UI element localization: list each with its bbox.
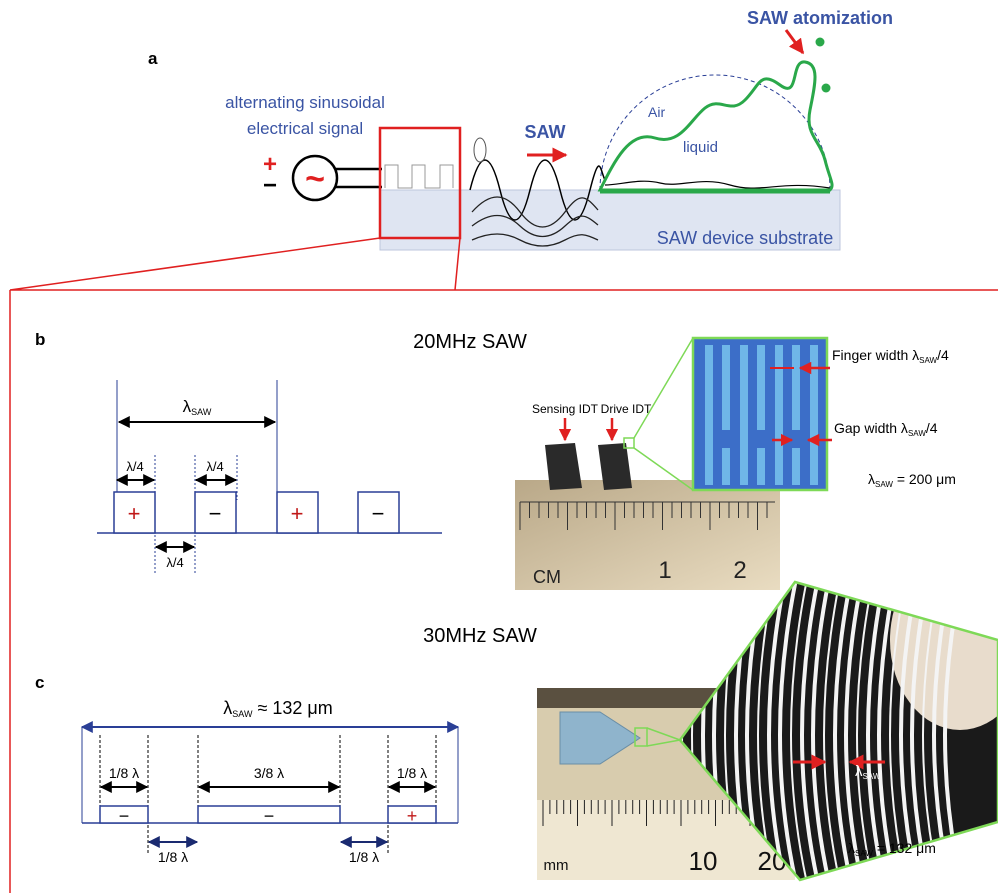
droplet	[822, 84, 831, 93]
lambda-label: λSAW ≈ 132 μm	[223, 698, 332, 719]
shape	[810, 345, 818, 485]
fraction-label: 1/8 λ	[158, 849, 188, 865]
wave-loop	[474, 138, 486, 162]
wire	[335, 169, 382, 187]
callout: Drive IDT	[601, 402, 652, 416]
wavelength-label: λSAW = 200 μm	[868, 471, 956, 489]
quarter-label: λ/4	[126, 459, 143, 474]
polarity: +	[291, 501, 304, 526]
panel-label: c	[35, 673, 44, 692]
shape	[757, 448, 765, 485]
fraction-label: 1/8 λ	[397, 765, 427, 781]
shape	[757, 345, 765, 430]
droplet	[816, 38, 825, 47]
electrodes	[385, 165, 453, 188]
electrode-group	[114, 492, 399, 533]
fraction-label: 1/8 λ	[109, 765, 139, 781]
shape	[740, 345, 748, 485]
quarter-label: λ/4	[166, 555, 183, 570]
text: = 132 μm	[873, 840, 936, 856]
polarity: −	[209, 501, 222, 526]
text: /4	[926, 420, 938, 436]
text: /4	[937, 347, 949, 363]
symbol: λ	[848, 840, 855, 856]
fraction-label: 3/8 λ	[254, 765, 284, 781]
subscript: SAW	[919, 356, 937, 365]
signal-label: alternating sinusoidal	[225, 93, 385, 112]
quarter-label: λ/4	[206, 459, 223, 474]
ruler-label: CM	[533, 567, 561, 587]
callout: Sensing IDT	[532, 402, 599, 416]
ruler-label: 10	[689, 846, 718, 876]
panel-title: 20MHz SAW	[413, 331, 527, 353]
ruler-label: 2	[733, 557, 746, 584]
polarity: −	[372, 501, 385, 526]
fraction-label: 1/8 λ	[349, 849, 379, 865]
minus-sign: −	[263, 172, 277, 199]
air-label: Air	[648, 104, 665, 120]
decay-wave	[605, 181, 830, 188]
droplet-outline	[600, 75, 830, 190]
text: ≈ 132 μm	[252, 698, 332, 718]
subscript: SAW	[855, 849, 873, 858]
subscript: SAW	[232, 709, 253, 719]
polarity: −	[119, 806, 130, 826]
polarity: +	[407, 806, 418, 826]
lambda-label: λSAW	[183, 397, 212, 417]
shape	[775, 345, 783, 485]
symbol: λ	[223, 698, 232, 718]
liquid-label: liquid	[683, 139, 718, 156]
figure: a alternating sinusoidal electrical sign…	[0, 0, 998, 893]
liquid-outline	[600, 62, 832, 190]
shape	[705, 345, 713, 485]
text: = 200 μm	[893, 471, 956, 487]
symbol: λ	[868, 471, 875, 487]
arrow	[786, 30, 803, 53]
ruler-label: mm	[544, 857, 569, 874]
body: { "panel_a": {"label": "a", "signal": ["…	[0, 0, 998, 893]
signal-label: electrical signal	[247, 119, 363, 138]
text: Finger width λ	[832, 347, 919, 363]
panel-label: a	[148, 49, 158, 68]
polarity: −	[264, 806, 275, 826]
atomization-label: SAW atomization	[747, 8, 893, 28]
ruler-label: 1	[658, 557, 671, 584]
page: body { margin: 0; background: #fff; font…	[0, 0, 998, 893]
polarity: +	[128, 501, 141, 526]
panel-title: 30MHz SAW	[423, 625, 537, 647]
saw-label: SAW	[524, 122, 565, 142]
panel-label: b	[35, 330, 45, 349]
subscript: SAW	[863, 772, 881, 781]
text: Gap width λ	[834, 420, 908, 436]
sine-symbol: ~	[305, 160, 325, 198]
gap-label: Gap width λSAW/4	[834, 420, 938, 438]
division-line	[100, 735, 436, 855]
shape	[792, 345, 800, 430]
subscript: SAW	[908, 429, 926, 438]
substrate-label: SAW device substrate	[657, 228, 833, 248]
subscript: SAW	[875, 480, 893, 489]
finger-label: Finger width λSAW/4	[832, 347, 949, 365]
shape	[792, 448, 800, 485]
subscript: SAW	[191, 407, 212, 417]
shape	[722, 448, 730, 485]
shape	[722, 345, 730, 430]
